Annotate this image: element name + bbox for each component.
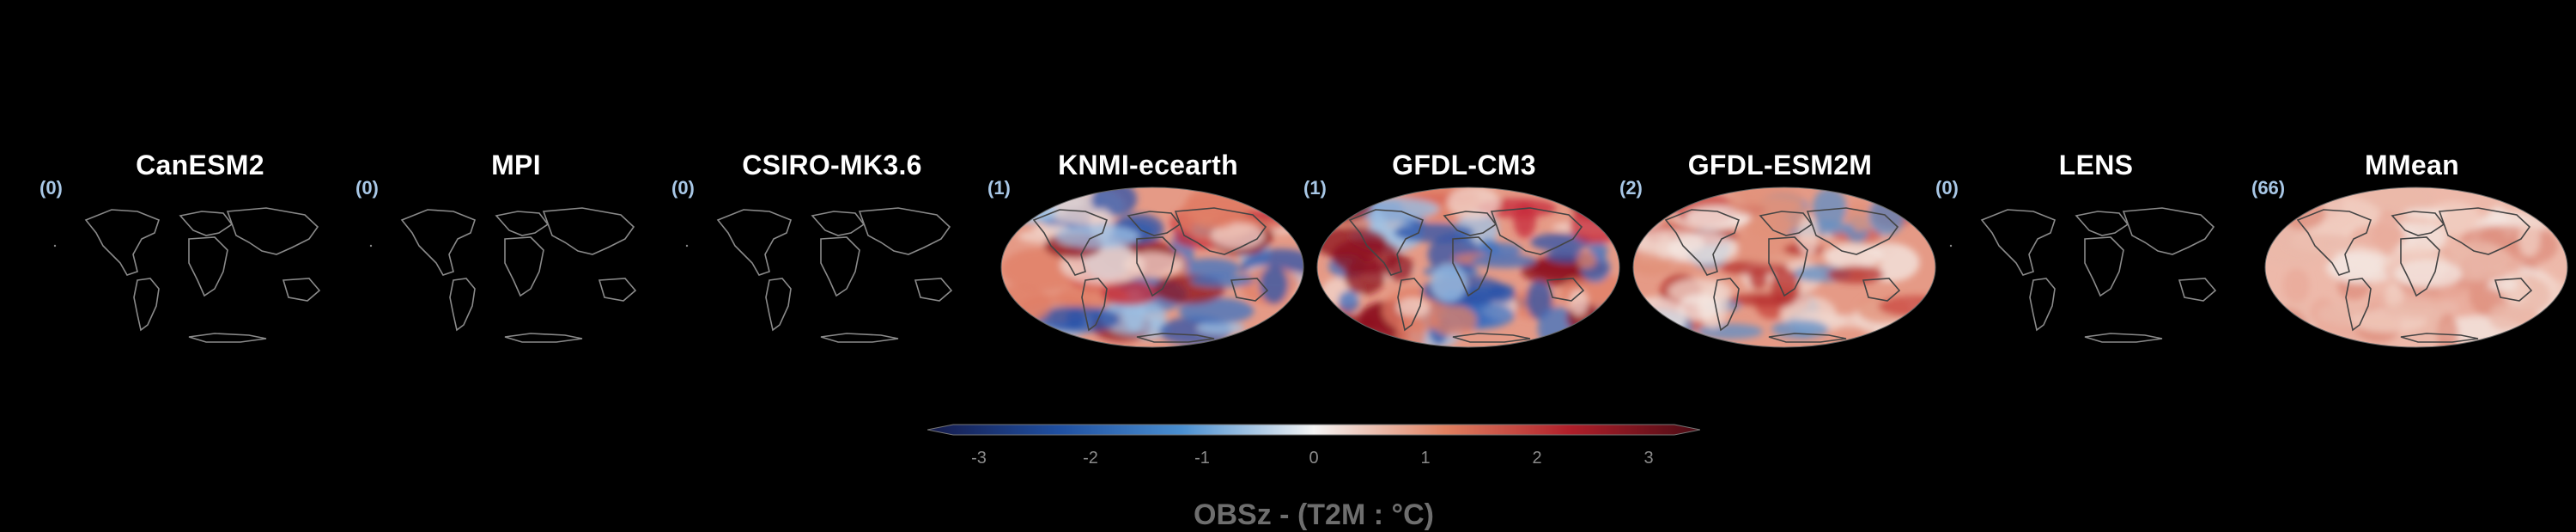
model-panel-mpi: MPI (0) bbox=[355, 146, 673, 352]
panel-count: (0) bbox=[671, 177, 695, 199]
colorbar-gradient bbox=[927, 424, 1701, 436]
world-anomaly-map bbox=[2264, 187, 2568, 348]
colorbar-tick: 1 bbox=[1420, 449, 1431, 468]
colorbar-tick: 2 bbox=[1532, 449, 1542, 468]
panel-title: GFDL-CM3 bbox=[1392, 150, 1536, 180]
model-panel-gfdl-esm2m: GFDL-ESM2M (2) bbox=[1619, 146, 1937, 352]
colorbar-tick: 0 bbox=[1309, 449, 1319, 468]
world-anomaly-map bbox=[1632, 187, 1936, 348]
panel-count: (2) bbox=[1619, 177, 1643, 199]
model-panel-canesm2: CanESM2 (0) bbox=[39, 146, 357, 352]
panel-title: MPI bbox=[491, 150, 541, 180]
colorbar-tick: -2 bbox=[1083, 449, 1098, 468]
model-panel-lens: LENS (0) bbox=[1935, 146, 2253, 352]
panel-count: (0) bbox=[1935, 177, 1959, 199]
world-outline-map bbox=[1949, 207, 2217, 343]
panel-title: KNMI-ecearth bbox=[1058, 150, 1238, 180]
world-outline-map bbox=[685, 207, 953, 343]
colorbar-tick: -3 bbox=[971, 449, 987, 468]
panel-title: CSIRO-MK3.6 bbox=[742, 150, 922, 180]
world-anomaly-map bbox=[1000, 187, 1304, 348]
panel-title: LENS bbox=[2058, 150, 2134, 180]
panel-count: (0) bbox=[39, 177, 63, 199]
world-outline-map bbox=[53, 207, 321, 343]
model-panel-csiro-mk3-6: CSIRO-MK3.6 (0) bbox=[671, 146, 989, 352]
colorbar-tick: 3 bbox=[1643, 449, 1654, 468]
panel-count: (0) bbox=[355, 177, 379, 199]
panel-title: MMean bbox=[2365, 150, 2459, 180]
panel-count: (1) bbox=[1303, 177, 1327, 199]
model-panel-mmean: MMean (66) bbox=[2251, 146, 2569, 352]
panel-count: (66) bbox=[2251, 177, 2286, 199]
colorbar-tick: -1 bbox=[1194, 449, 1210, 468]
world-outline-map bbox=[369, 207, 637, 343]
panel-title: CanESM2 bbox=[136, 150, 264, 180]
colorbar: -3 -2 -1 0 1 2 3 OBSz - (T2M : °C) bbox=[927, 421, 1701, 531]
model-panel-gfdl-cm3: GFDL-CM3 (1) bbox=[1303, 146, 1621, 352]
panel-count: (1) bbox=[987, 177, 1011, 199]
world-anomaly-map bbox=[1316, 187, 1620, 348]
model-panel-knmi-ecearth: KNMI-ecearth (1) bbox=[987, 146, 1305, 352]
panel-title: GFDL-ESM2M bbox=[1687, 150, 1873, 180]
